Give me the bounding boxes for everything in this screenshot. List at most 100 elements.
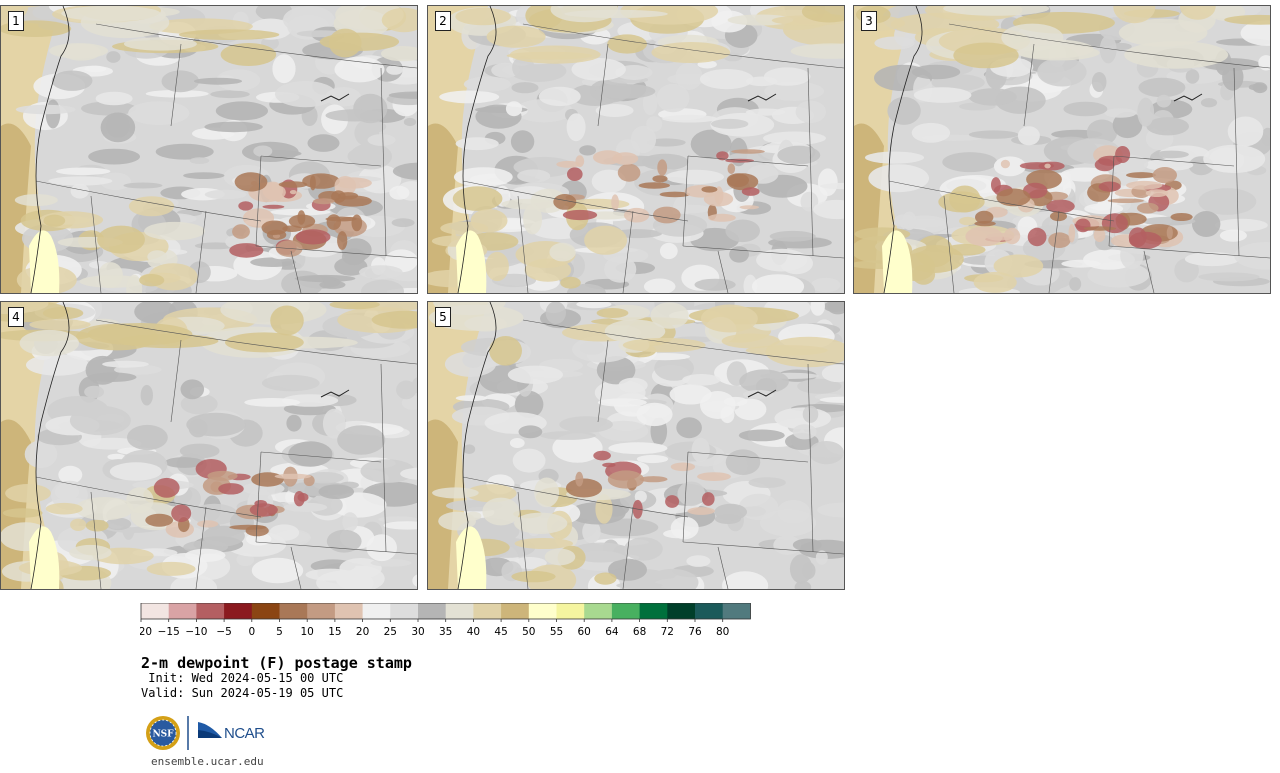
dewpoint-field <box>584 225 628 255</box>
dewpoint-field <box>591 169 627 194</box>
dewpoint-field <box>5 484 51 503</box>
dry-air-region <box>607 470 644 489</box>
dewpoint-field <box>178 29 280 40</box>
dewpoint-field <box>161 70 200 93</box>
colorbar-swatch <box>639 603 668 619</box>
dry-air-region <box>251 472 284 487</box>
dewpoint-field <box>183 172 225 180</box>
colorbar-tick-label: −15 <box>158 626 180 638</box>
dewpoint-field <box>549 242 576 262</box>
panel-label-1: 1 <box>8 11 24 31</box>
dewpoint-field <box>337 425 386 455</box>
nsf-ncar-logo: NSF NCAR <box>146 716 266 750</box>
dewpoint-field <box>396 380 417 400</box>
dewpoint-field <box>270 305 304 336</box>
dewpoint-field <box>371 310 417 329</box>
dewpoint-field <box>400 467 417 480</box>
dewpoint-field <box>566 113 586 142</box>
dewpoint-field <box>97 225 145 254</box>
dry-air-region <box>249 503 278 517</box>
dewpoint-field <box>790 43 844 59</box>
state-border <box>35 476 262 518</box>
dewpoint-field <box>486 25 546 48</box>
dry-air-region <box>302 173 340 189</box>
dry-air-region <box>701 186 718 193</box>
dewpoint-field <box>210 90 250 99</box>
dewpoint-field <box>523 204 543 235</box>
dewpoint-field <box>204 121 263 133</box>
dewpoint-field <box>275 81 336 108</box>
lake-outline <box>320 389 350 398</box>
dewpoint-field <box>250 257 296 267</box>
dewpoint-field <box>26 354 89 376</box>
dewpoint-field <box>463 444 476 454</box>
high-dewpoint-region <box>882 230 913 293</box>
dewpoint-field <box>378 516 417 523</box>
dewpoint-field <box>251 557 304 584</box>
dewpoint-field <box>868 164 929 193</box>
dewpoint-field <box>953 42 1019 69</box>
state-border <box>522 319 844 365</box>
dewpoint-field <box>1174 258 1199 283</box>
dewpoint-field <box>1112 111 1143 139</box>
dewpoint-field <box>1192 211 1221 237</box>
dewpoint-field <box>341 248 366 266</box>
dewpoint-field <box>540 431 596 440</box>
dewpoint-field <box>1138 77 1186 98</box>
dewpoint-field <box>1185 69 1200 84</box>
dewpoint-map-4 <box>1 302 417 589</box>
dewpoint-field <box>595 104 634 117</box>
dewpoint-field <box>564 9 668 18</box>
dewpoint-field <box>388 91 417 99</box>
dewpoint-field <box>360 459 415 483</box>
dewpoint-field <box>307 134 340 152</box>
dewpoint-field <box>69 405 131 436</box>
state-border <box>462 476 689 518</box>
dewpoint-field <box>579 145 596 156</box>
dewpoint-field <box>676 417 702 439</box>
dewpoint-field <box>820 182 844 190</box>
dewpoint-field <box>319 32 400 51</box>
dewpoint-field <box>792 538 822 552</box>
dewpoint-field <box>255 6 293 21</box>
dewpoint-field <box>1227 116 1264 147</box>
dewpoint-field <box>1099 35 1117 64</box>
dewpoint-field <box>51 70 93 91</box>
dewpoint-field <box>769 230 816 242</box>
dewpoint-field <box>55 167 111 176</box>
dewpoint-field <box>316 570 374 589</box>
dewpoint-field <box>738 493 779 521</box>
dewpoint-field <box>1124 41 1229 69</box>
dewpoint-field <box>721 333 780 349</box>
dewpoint-field <box>1198 188 1257 215</box>
colorbar-swatch <box>334 603 363 619</box>
dewpoint-field <box>180 379 205 400</box>
colorbar-swatch <box>418 603 447 619</box>
ensemble-member-map-5: 5 <box>427 301 845 590</box>
panel-label-2: 2 <box>435 11 451 31</box>
dry-air-region <box>716 151 729 161</box>
dry-air-region <box>638 182 670 189</box>
dry-air-region <box>639 476 668 483</box>
state-border <box>195 210 207 293</box>
state-border <box>622 210 634 293</box>
dry-air-region <box>702 492 715 506</box>
state-border <box>462 180 689 222</box>
dewpoint-field <box>959 216 977 226</box>
panel-label-3: 3 <box>861 11 877 31</box>
dry-air-region <box>1027 227 1047 247</box>
colorbar-tick-label: −20 <box>140 626 152 638</box>
colorbar-tick-label: 72 <box>661 626 674 638</box>
dry-air-region <box>1152 167 1177 184</box>
state-border <box>255 451 262 543</box>
dewpoint-field <box>643 278 676 293</box>
dewpoint-field <box>269 524 300 541</box>
ensemble-member-map-1: 1 <box>0 5 418 294</box>
dewpoint-field <box>582 520 601 544</box>
dewpoint-field <box>294 274 356 283</box>
dewpoint-field <box>511 570 556 583</box>
dewpoint-field <box>694 278 736 291</box>
dry-air-region <box>295 229 331 245</box>
dewpoint-field <box>1146 117 1189 136</box>
dewpoint-field <box>512 557 547 569</box>
